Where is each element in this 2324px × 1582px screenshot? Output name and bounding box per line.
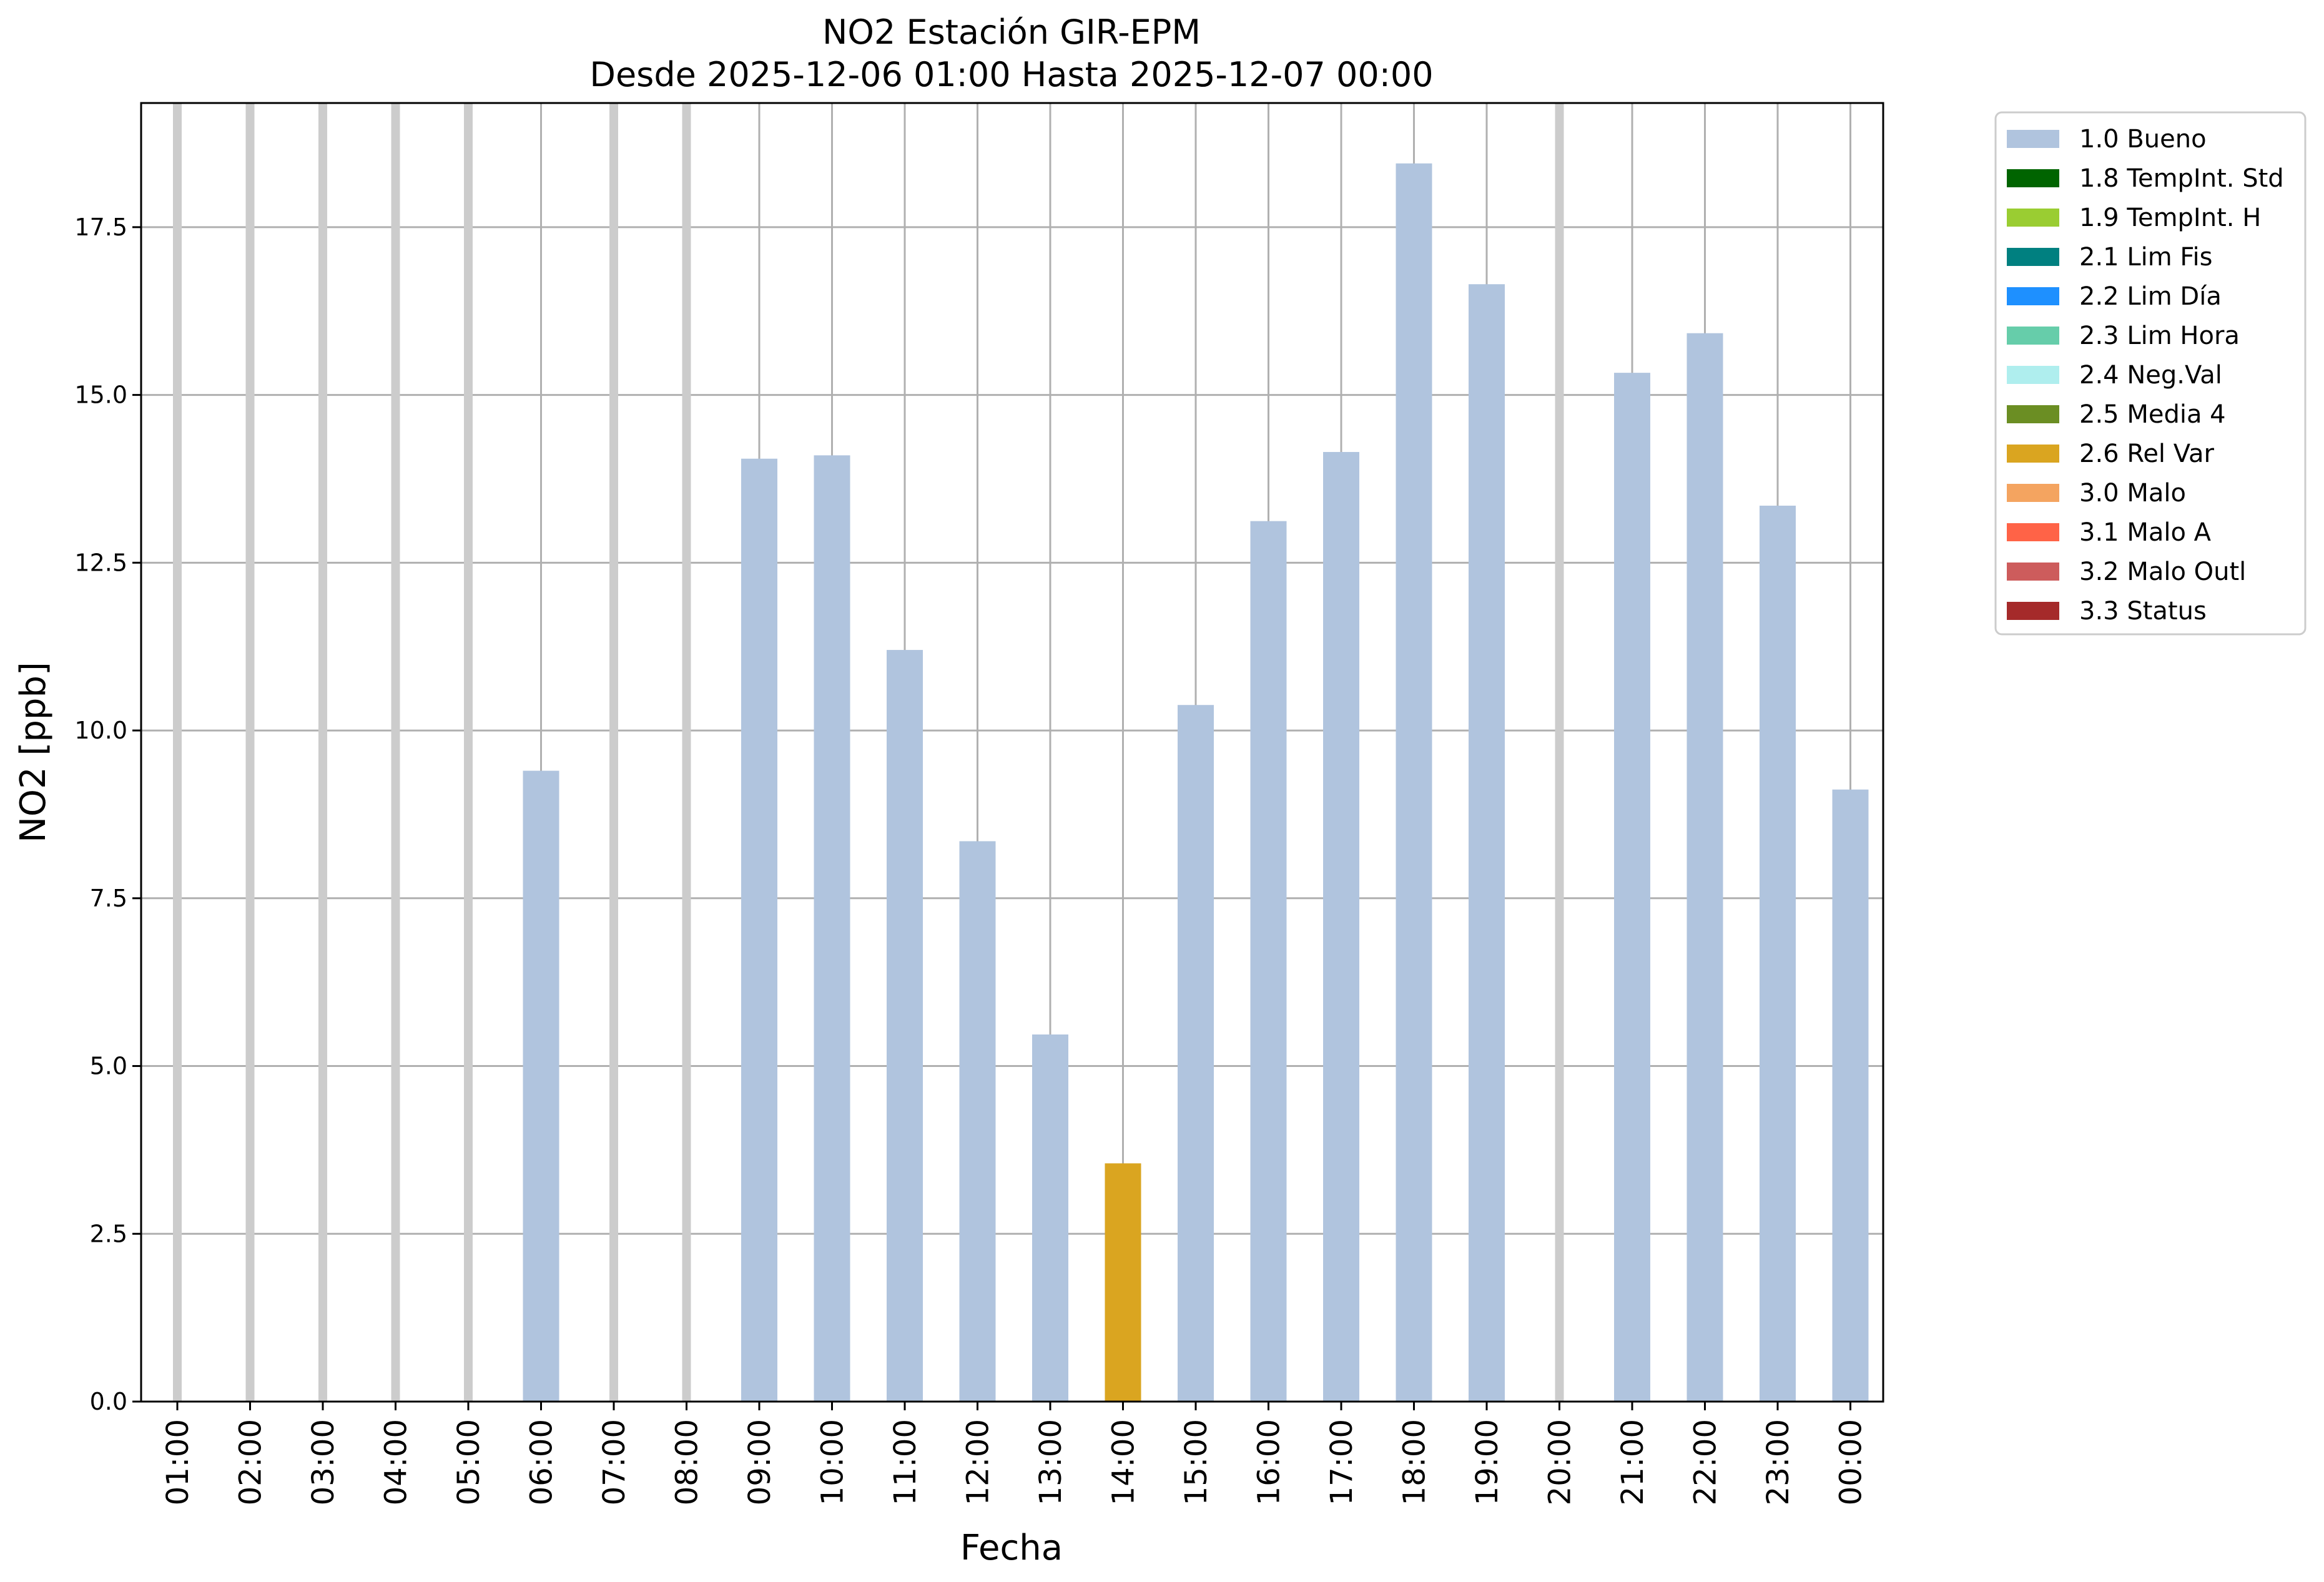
y-tick-label: 15.0 bbox=[74, 381, 127, 409]
missing-data-marker bbox=[391, 103, 400, 1402]
legend-swatch bbox=[2007, 366, 2059, 384]
legend-label: 1.0 Bueno bbox=[2079, 125, 2207, 154]
x-tick-label: 19:00 bbox=[1470, 1419, 1505, 1505]
bar bbox=[1832, 789, 1869, 1402]
x-tick-label: 16:00 bbox=[1252, 1419, 1287, 1505]
legend-swatch bbox=[2007, 287, 2059, 305]
x-tick-label: 11:00 bbox=[888, 1419, 923, 1505]
bar bbox=[1105, 1163, 1141, 1402]
legend: 1.0 Bueno 1.8 TempInt. Std 1.9 TempInt. H 2… bbox=[1994, 111, 2307, 636]
x-tick-label: 00:00 bbox=[1834, 1419, 1869, 1505]
bar bbox=[1032, 1034, 1068, 1402]
x-axis-label: Fecha bbox=[960, 1528, 1063, 1568]
bar-layer bbox=[523, 163, 1869, 1402]
missing-data-marker bbox=[318, 103, 327, 1402]
legend-label: 2.4 Neg.Val bbox=[2079, 361, 2222, 390]
legend-swatch bbox=[2007, 169, 2059, 187]
x-tick-label: 21:00 bbox=[1615, 1419, 1650, 1505]
legend-label: 2.2 Lim Día bbox=[2079, 282, 2222, 311]
y-tick-label: 7.5 bbox=[90, 885, 127, 912]
chart-title: NO2 Estación GIR-EPM bbox=[822, 12, 1201, 52]
bar bbox=[741, 458, 777, 1402]
legend-label: 2.1 Lim Fis bbox=[2079, 243, 2212, 272]
bar bbox=[1250, 521, 1287, 1402]
legend-frame bbox=[1994, 111, 2307, 636]
x-tick-label: 02:00 bbox=[234, 1419, 268, 1505]
x-tick-label: 22:00 bbox=[1688, 1419, 1723, 1505]
y-tick-label: 2.5 bbox=[90, 1220, 127, 1247]
x-tick-label: 06:00 bbox=[524, 1419, 559, 1505]
y-axis-label: NO2 [ppb] bbox=[13, 662, 54, 843]
x-tick-label: 05:00 bbox=[451, 1419, 486, 1505]
x-tick-label: 14:00 bbox=[1106, 1419, 1141, 1505]
y-tick-label: 5.0 bbox=[90, 1053, 127, 1080]
bar bbox=[1614, 373, 1650, 1402]
legend-label: 2.3 Lim Hora bbox=[2079, 322, 2240, 350]
legend-label: 2.6 Rel Var bbox=[2079, 440, 2215, 468]
y-tick-label: 0.0 bbox=[90, 1388, 127, 1415]
x-axis: 01:00 02:00 03:00 04:00 05:00 06:00 07:00 08:00… bbox=[160, 1402, 1869, 1505]
x-tick-label: 07:00 bbox=[597, 1419, 632, 1505]
y-axis: 0.0 2.5 5.0 7.5 10.0 12.5 15.0 17.5 bbox=[74, 214, 141, 1415]
y-tick-label: 17.5 bbox=[74, 214, 127, 241]
missing-data-marker bbox=[173, 103, 182, 1402]
x-tick-label: 17:00 bbox=[1324, 1419, 1359, 1505]
legend-swatch bbox=[2007, 130, 2059, 148]
y-tick-label: 12.5 bbox=[74, 549, 127, 576]
legend-swatch bbox=[2007, 523, 2059, 541]
legend-label: 3.0 Malo bbox=[2079, 479, 2186, 508]
bar bbox=[887, 650, 923, 1402]
bar bbox=[1469, 284, 1505, 1402]
bar bbox=[1686, 333, 1723, 1402]
bar bbox=[1178, 705, 1214, 1402]
x-tick-label: 03:00 bbox=[306, 1419, 341, 1505]
missing-data-marker bbox=[1555, 103, 1564, 1402]
x-tick-label: 12:00 bbox=[961, 1419, 996, 1505]
x-tick-label: 13:00 bbox=[1033, 1419, 1068, 1505]
chart-subtitle: Desde 2025-12-06 01:00 Hasta 2025-12-07 … bbox=[589, 55, 1433, 94]
bar bbox=[523, 770, 559, 1402]
y-tick-label: 10.0 bbox=[74, 717, 127, 744]
legend-label: 1.9 TempInt. H bbox=[2079, 204, 2261, 232]
plot-frame bbox=[140, 102, 1884, 1403]
x-tick-label: 23:00 bbox=[1761, 1419, 1796, 1505]
bar bbox=[1760, 505, 1796, 1402]
legend-label: 3.2 Malo Outl bbox=[2079, 558, 2246, 586]
missing-data-marker bbox=[245, 103, 255, 1402]
x-tick-label: 15:00 bbox=[1179, 1419, 1214, 1505]
legend-swatch bbox=[2007, 327, 2059, 345]
x-tick-label: 20:00 bbox=[1543, 1419, 1578, 1505]
legend-swatch bbox=[2007, 602, 2059, 620]
legend-swatch bbox=[2007, 405, 2059, 423]
legend-swatch bbox=[2007, 445, 2059, 463]
bar bbox=[959, 841, 996, 1402]
bar bbox=[1323, 451, 1359, 1402]
legend-swatch bbox=[2007, 209, 2059, 227]
legend-swatch bbox=[2007, 484, 2059, 502]
x-tick-label: 04:00 bbox=[379, 1419, 414, 1505]
legend-swatch bbox=[2007, 248, 2059, 266]
legend-label: 2.5 Media 4 bbox=[2079, 400, 2226, 429]
x-tick-label: 08:00 bbox=[670, 1419, 705, 1505]
bar bbox=[1396, 163, 1432, 1402]
x-tick-label: 18:00 bbox=[1397, 1419, 1432, 1505]
legend-label: 1.8 TempInt. Std bbox=[2079, 164, 2284, 193]
legend-swatch bbox=[2007, 563, 2059, 581]
legend-items: 1.0 Bueno 1.8 TempInt. Std 1.9 TempInt. H 2… bbox=[2007, 125, 2284, 626]
missing-data-marker bbox=[464, 103, 473, 1402]
legend-label: 3.1 Malo A bbox=[2079, 518, 2212, 547]
missing-data-marker bbox=[609, 103, 618, 1402]
x-tick-label: 09:00 bbox=[742, 1419, 777, 1505]
x-tick-label: 10:00 bbox=[815, 1419, 850, 1505]
legend-label: 3.3 Status bbox=[2079, 597, 2207, 626]
x-tick-label: 01:00 bbox=[160, 1419, 195, 1505]
missing-data-marker bbox=[682, 103, 691, 1402]
bar bbox=[814, 455, 850, 1402]
